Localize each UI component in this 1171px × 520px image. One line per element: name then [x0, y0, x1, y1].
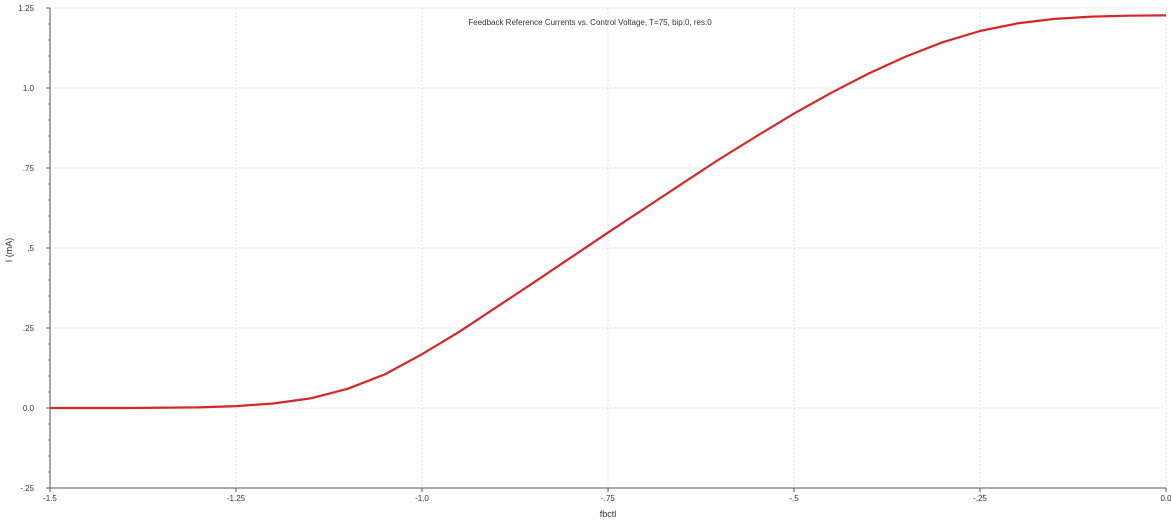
- x-tick-label: -1.0: [415, 494, 429, 503]
- y-tick-label: -.25: [20, 484, 34, 493]
- x-axis-ticks: -1.5 -1.25 -1.0 -.75 -.5 -.25 0.0: [43, 488, 1171, 503]
- y-tick-label: 1.25: [18, 4, 34, 13]
- y-tick-label: 0.0: [23, 404, 35, 413]
- grid-lines: [50, 7, 1167, 488]
- x-axis-title: fbctl: [600, 509, 617, 519]
- y-tick-label: .25: [23, 324, 35, 333]
- x-tick-label: -1.25: [227, 494, 246, 503]
- x-tick-label: 0.0: [1160, 494, 1171, 503]
- y-tick-label: .5: [27, 244, 34, 253]
- x-tick-label: -.75: [601, 494, 615, 503]
- series-line-0: [50, 14, 1167, 410]
- x-tick-label: -.5: [789, 494, 799, 503]
- x-tick-label: -.25: [973, 494, 987, 503]
- y-tick-label: .75: [23, 164, 35, 173]
- x-tick-label: -1.5: [43, 494, 57, 503]
- series-group: [50, 14, 1167, 410]
- y-axis-title: I (mA): [4, 238, 14, 263]
- chart-title: Feedback Reference Currents vs. Control …: [468, 18, 712, 27]
- y-tick-label: 1.0: [23, 84, 35, 93]
- y-axis-ticks: -.25 0.0 .25 .5 .75 1.0 1.25: [18, 4, 50, 493]
